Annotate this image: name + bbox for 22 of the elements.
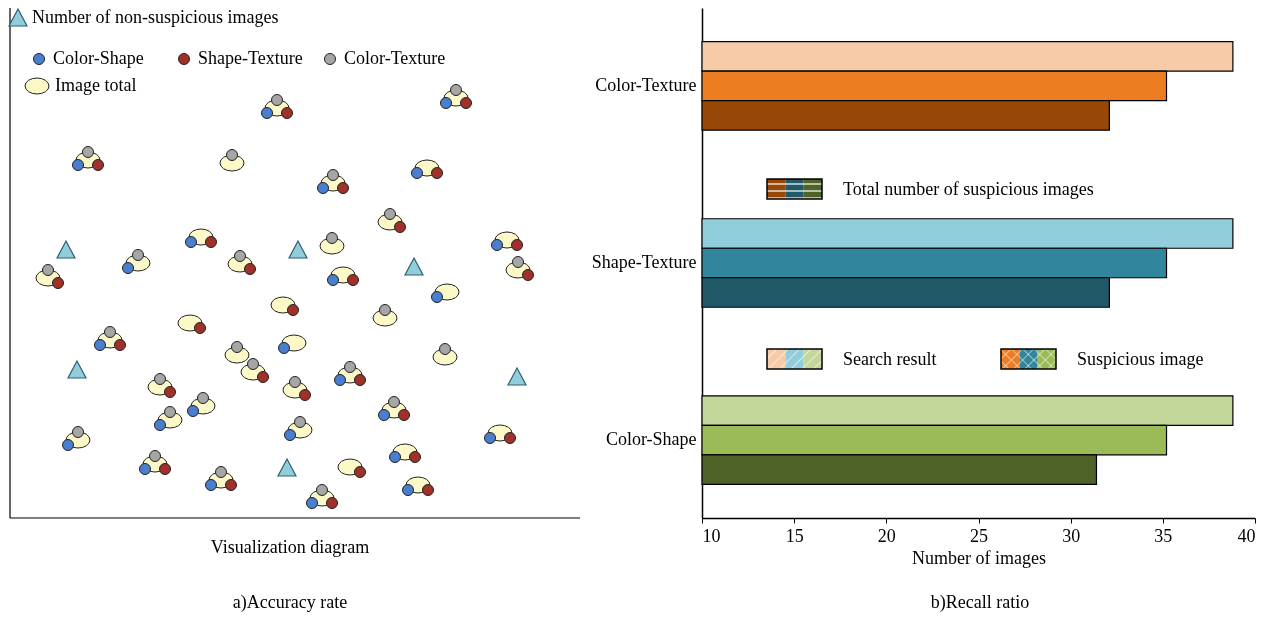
y-tick-label: Shape-Texture bbox=[591, 252, 697, 272]
text: Visualization diagram bbox=[210, 537, 370, 558]
x-axis-title: Number of images bbox=[912, 547, 1046, 568]
x-tick-label: 20 bbox=[877, 525, 896, 546]
text: Color-Shape bbox=[53, 48, 144, 69]
text: Image total bbox=[55, 75, 137, 96]
y-tick-label: Color-Texture bbox=[595, 74, 697, 95]
text: Color-Texture bbox=[344, 48, 446, 69]
text: Shape-Texture bbox=[198, 48, 303, 69]
x-tick-label: 25 bbox=[970, 525, 988, 546]
text: a)Accuracy rate bbox=[232, 592, 348, 613]
x-tick-label: 15 bbox=[785, 525, 804, 546]
x-tick-label: 40 bbox=[1237, 525, 1256, 546]
legend-label: Total number of suspicious images bbox=[843, 178, 1094, 200]
legend-label: Search result bbox=[843, 348, 937, 370]
text: Number of non-suspicious images bbox=[32, 7, 279, 28]
x-tick-label: 10 bbox=[702, 525, 721, 546]
y-tick-label: Color-Shape bbox=[605, 429, 697, 450]
text: b)Recall ratio bbox=[930, 592, 1030, 613]
x-tick-label: 30 bbox=[1062, 525, 1081, 546]
x-tick-label: 35 bbox=[1154, 525, 1173, 546]
legend-label: Suspicious image bbox=[1077, 348, 1204, 370]
